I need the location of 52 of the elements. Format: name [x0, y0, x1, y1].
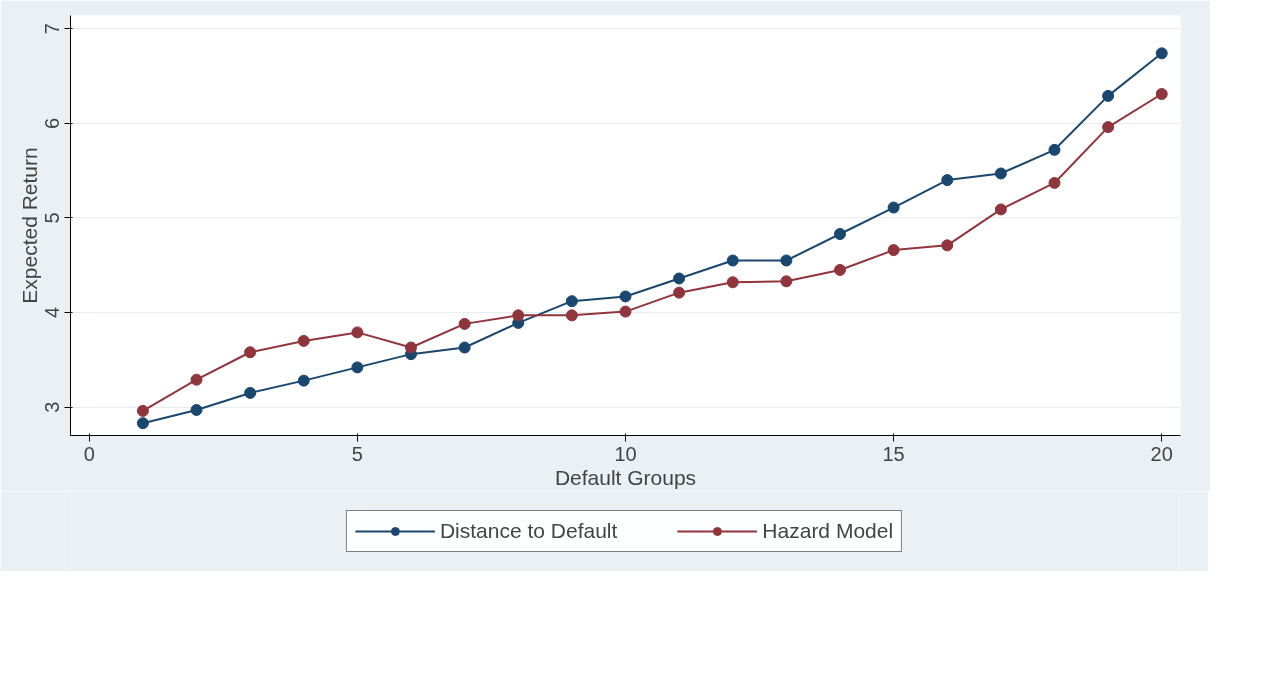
point — [726, 276, 739, 289]
point — [726, 254, 739, 267]
y-axis-title: Expected Return — [17, 147, 41, 304]
point — [1155, 47, 1168, 60]
y-tick-label: 5 — [41, 212, 64, 224]
point — [780, 254, 793, 267]
x-tick-label: 15 — [882, 442, 905, 465]
point — [1102, 89, 1115, 102]
point — [297, 374, 310, 387]
point — [887, 201, 900, 214]
point — [887, 244, 900, 257]
point — [244, 386, 257, 399]
point — [136, 417, 149, 430]
point — [458, 341, 471, 354]
point — [565, 309, 578, 322]
point — [351, 361, 364, 374]
x-tick-label: 5 — [351, 442, 363, 465]
point — [190, 403, 203, 416]
point — [458, 317, 471, 330]
point — [405, 341, 418, 354]
legend-label: Hazard Model — [762, 519, 894, 543]
y-tick-label: 4 — [41, 306, 64, 319]
point — [941, 174, 954, 187]
point — [512, 309, 525, 322]
y-tick-label: 7 — [41, 23, 64, 35]
point — [565, 295, 578, 308]
point — [136, 404, 149, 417]
point — [1048, 176, 1061, 189]
point — [1102, 121, 1115, 134]
y-tick-label: 6 — [41, 117, 64, 129]
point — [941, 239, 954, 252]
point — [994, 167, 1007, 180]
point — [351, 326, 364, 339]
point — [1155, 88, 1168, 100]
point — [190, 373, 203, 386]
y-tick-label: 3 — [41, 401, 64, 413]
point — [244, 346, 257, 359]
point — [994, 203, 1007, 216]
point — [297, 334, 310, 347]
x-axis-title: Default Groups — [554, 465, 697, 489]
x-tick-label: 10 — [614, 442, 637, 465]
point — [833, 228, 846, 240]
legend-label: Distance to Default — [439, 519, 618, 543]
point — [833, 263, 846, 276]
x-tick-label: 20 — [1150, 442, 1173, 465]
point — [780, 275, 793, 288]
x-tick-label: 0 — [83, 442, 95, 465]
point — [673, 272, 686, 285]
point — [1048, 143, 1061, 156]
point — [673, 286, 686, 299]
point — [619, 290, 632, 303]
point — [619, 305, 632, 318]
